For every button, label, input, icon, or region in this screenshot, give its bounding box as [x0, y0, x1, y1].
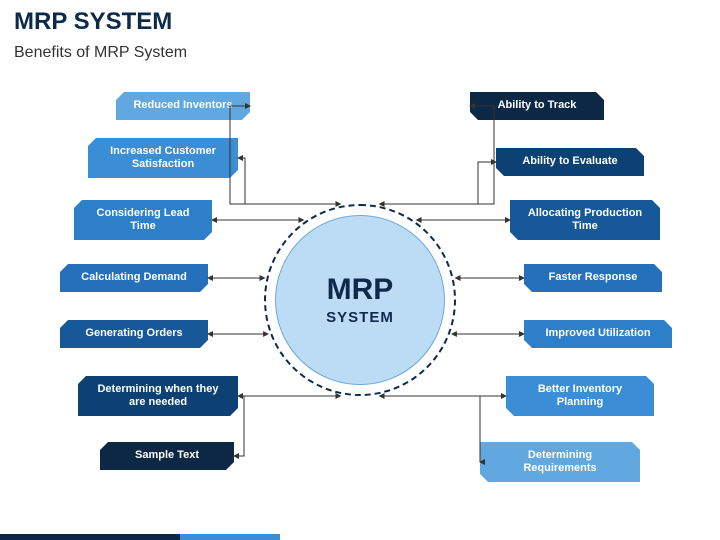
hub-subtitle: SYSTEM — [326, 309, 394, 326]
benefit-box-right-5: Better Inventory Planning — [506, 376, 654, 416]
hub-title: MRP — [327, 275, 394, 305]
benefit-box-right-2: Allocating Production Time — [510, 200, 660, 240]
page-subtitle: Benefits of MRP System — [14, 44, 187, 62]
benefit-box-right-4: Improved Utilization — [524, 320, 672, 348]
benefit-box-left-3: Calculating Demand — [60, 264, 208, 292]
hub-circle: MRP SYSTEM — [275, 215, 445, 385]
benefit-box-right-3: Faster Response — [524, 264, 662, 292]
benefit-box-left-0: Reduced Inventors — [116, 92, 250, 120]
benefit-box-left-6: Sample Text — [100, 442, 234, 470]
benefit-box-right-0: Ability to Track — [470, 92, 604, 120]
benefit-box-left-2: Considering Lead Time — [74, 200, 212, 240]
page-title: MRP SYSTEM — [14, 8, 172, 36]
benefit-box-left-5: Determining when they are needed — [78, 376, 238, 416]
benefit-box-left-1: Increased Customer Satisfaction — [88, 138, 238, 178]
benefit-box-right-6: Determining Requirements — [480, 442, 640, 482]
benefit-box-left-4: Generating Orders — [60, 320, 208, 348]
bottom-bar-dark — [0, 534, 180, 540]
bottom-bar-light — [180, 534, 280, 540]
benefit-box-right-1: Ability to Evaluate — [496, 148, 644, 176]
